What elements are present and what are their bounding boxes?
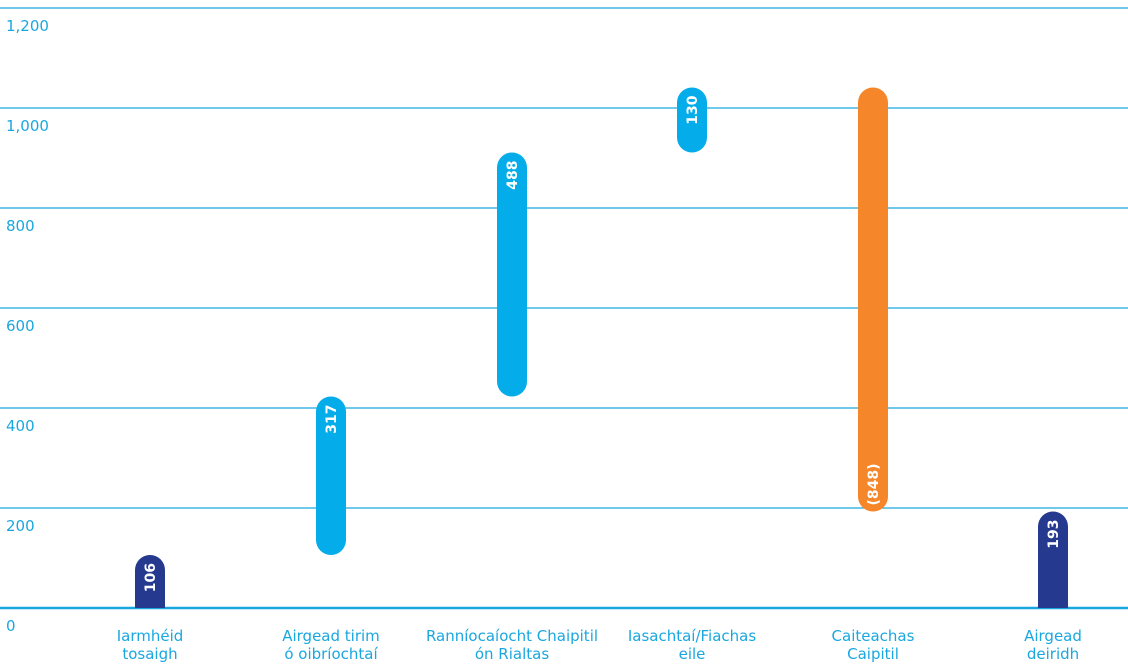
x-category-label: Caiteachas Caipitil <box>832 627 915 663</box>
bar-increase <box>677 87 707 153</box>
y-tick-label: 800 <box>6 217 35 235</box>
bar-total <box>135 555 165 608</box>
y-tick-label: 1,000 <box>6 117 49 135</box>
x-category-label: Airgead tirim ó oibríochtaí <box>282 627 380 663</box>
gridlines <box>0 7 1128 610</box>
bar-increase <box>497 152 527 397</box>
data-label: 130 <box>685 95 701 124</box>
bar-total <box>1038 511 1068 608</box>
data-labels: 106 317 488 130 (848) 193 <box>143 95 1062 592</box>
x-category-label: Iarmhéid tosaigh <box>117 627 184 663</box>
bar-increase <box>316 396 346 555</box>
category-labels: Iarmhéid tosaigh Airgead tirim ó oibríochta… <box>117 627 1082 663</box>
y-tick-label: 1,200 <box>6 17 49 35</box>
data-label: 317 <box>324 405 340 434</box>
data-label: 106 <box>143 563 159 592</box>
y-tick-label: 200 <box>6 517 35 535</box>
y-tick-label: 0 <box>6 617 16 635</box>
y-tick-label: 600 <box>6 317 35 335</box>
data-label: 488 <box>505 161 521 190</box>
y-axis-ticks: 0 200 400 600 800 1,000 1,200 <box>6 17 49 635</box>
bars <box>135 87 1068 608</box>
x-category-label: Airgead deiridh <box>1024 627 1082 663</box>
data-label: (848) <box>866 463 882 505</box>
y-tick-label: 400 <box>6 417 35 435</box>
x-category-label: Ranníocaíocht Chaipitil ón Rialtas <box>426 627 598 663</box>
data-label: 193 <box>1046 520 1062 549</box>
bar-decrease <box>858 87 888 512</box>
x-category-label: Iasachtaí/Fiachas eile <box>628 627 757 663</box>
